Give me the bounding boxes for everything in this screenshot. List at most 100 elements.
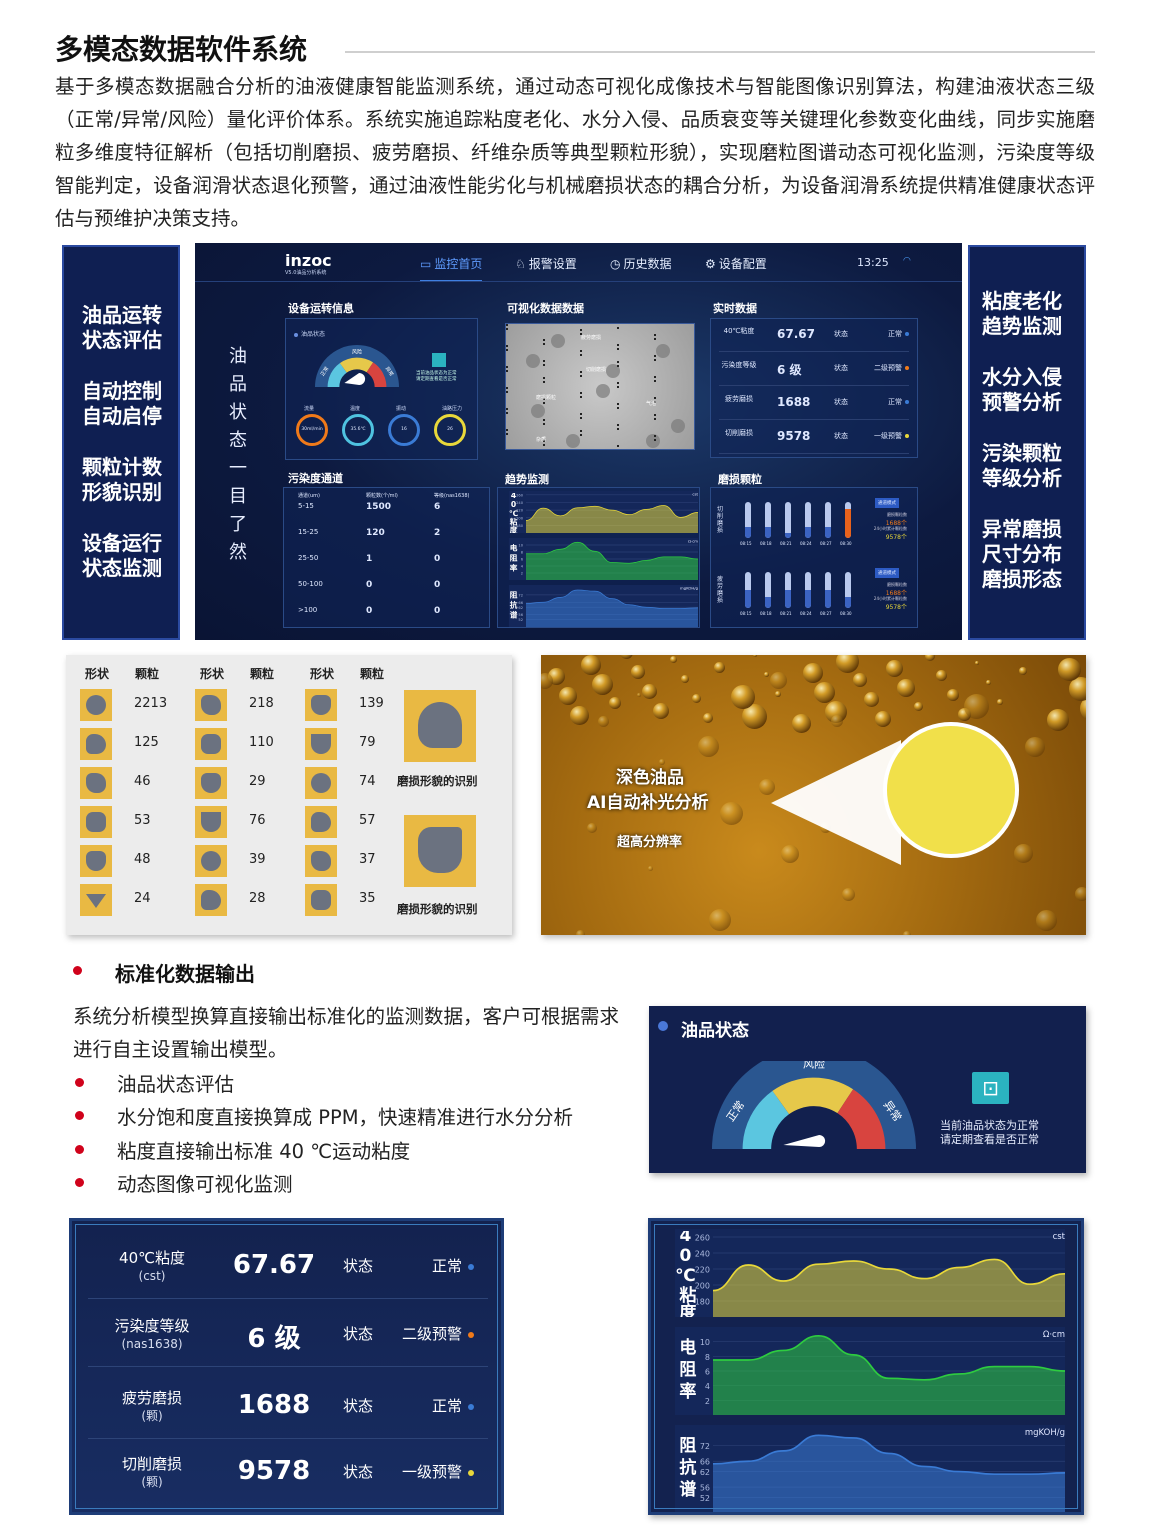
nav-tab-0[interactable]: ▭ 监控首页 xyxy=(420,255,483,282)
panel-title: 趋势监测 xyxy=(505,473,549,486)
time-tick: 08:24 xyxy=(800,611,812,616)
bubble xyxy=(903,931,911,935)
particle-count: 79 xyxy=(359,735,376,750)
trend-panel-small: 260 240 220 200 180 cst 40℃粘度 10 8 6 4 2 Ω·cm 电阻率 72 66… xyxy=(497,487,700,628)
wear-group-label: 切削磨损 xyxy=(717,506,724,534)
speck xyxy=(506,387,508,389)
trend-monitor-panel-large: 260 240 220 200 180 cst 40℃粘度 10 8 6 4 2 Ω·cm 电阻率 72 66… xyxy=(648,1218,1084,1515)
speck xyxy=(654,418,656,420)
speck xyxy=(580,413,582,415)
bubble xyxy=(964,694,989,719)
unit-label: Ω·cm xyxy=(1043,1330,1065,1340)
wear-bar-fill xyxy=(745,527,751,538)
oil-status-message: 当前油品状态为正常 请定期查看是否正常 xyxy=(416,371,457,382)
bubble xyxy=(792,714,811,733)
y-tick-label: 62 xyxy=(700,1468,710,1477)
bubble xyxy=(781,845,799,863)
status-text: 一级预警 xyxy=(401,1463,462,1481)
microscope-image: 疲劳磨损 切削磨损 磨损颗粒 气泡 杂质 xyxy=(505,323,695,450)
feature-item: 自动控制 自动启停 xyxy=(82,379,162,428)
y-tick-label: 240 xyxy=(516,501,524,505)
table-cell: 0 xyxy=(366,580,373,590)
time-tick: 08:15 xyxy=(740,611,752,616)
bubble xyxy=(731,685,755,709)
nav-tab-3[interactable]: ⚙ 设备配置 xyxy=(705,255,767,272)
status-text: 正常 xyxy=(431,1397,462,1415)
speck xyxy=(543,423,545,425)
particle-count: 24 xyxy=(134,891,151,906)
bubble xyxy=(814,682,835,703)
area-fill xyxy=(713,1335,1065,1415)
state-label: 状态 xyxy=(834,330,848,338)
bubble xyxy=(759,779,775,795)
logo-subtitle: V5.0油品分析系统 xyxy=(285,270,327,276)
particle-blob xyxy=(86,894,106,908)
metric-label: 污染度等级 (nas1638) xyxy=(88,1317,216,1353)
chart-title: 电阻率 xyxy=(509,544,519,574)
y-tick-label: 72 xyxy=(700,1442,710,1451)
speck xyxy=(506,370,508,372)
alarm-icon: ♘ xyxy=(515,257,526,271)
speck xyxy=(506,349,508,351)
wear-bar xyxy=(805,572,811,608)
wear-bar-fill xyxy=(825,590,831,608)
speck xyxy=(506,345,508,347)
status-dot-icon xyxy=(294,332,298,337)
realtime-row: 污染度等级 6 级 状态 二级预警 xyxy=(719,353,909,386)
column-header: 颗粒数(个/ml) xyxy=(366,493,398,499)
bubble xyxy=(1036,910,1057,931)
status-value: 二级预警 xyxy=(874,363,909,373)
channel-mode-button[interactable]: 通道模式 xyxy=(875,498,899,508)
particle-count: 110 xyxy=(249,735,274,750)
speck xyxy=(654,401,656,403)
image-annotation: 切削磨损 xyxy=(586,367,607,373)
col-header-shape: 形状 xyxy=(85,667,110,681)
chart-title-box: 电阻率 xyxy=(509,544,519,574)
speck xyxy=(506,412,508,414)
time-tick: 08:15 xyxy=(740,541,752,546)
metric-value: 9578 xyxy=(237,1456,311,1486)
metric-label: 40℃粘度 (cst) xyxy=(88,1249,216,1285)
col-header-count: 颗粒 xyxy=(360,667,385,681)
gauge-segment xyxy=(366,362,387,387)
speck xyxy=(617,382,619,384)
image-annotation: 杂质 xyxy=(536,437,547,443)
speck xyxy=(580,375,582,377)
wear-bar xyxy=(765,502,771,538)
wear-count: 1688个 xyxy=(885,520,907,527)
wifi-icon: ◠ xyxy=(903,256,911,266)
y-tick-label: 56 xyxy=(518,613,523,617)
gauge-needle xyxy=(783,1135,826,1147)
unit-label: cst xyxy=(1053,1232,1066,1242)
bubble xyxy=(1014,844,1033,863)
table-cell: 0 xyxy=(434,580,441,590)
particle-shape-icon xyxy=(80,728,112,760)
nav-tab-2[interactable]: ◷ 历史数据 xyxy=(610,255,672,272)
equipment-info-panel: 油品状态 正常 风险 异常 当前油品状态为正常 请定期查看是否正常 流量 30ml/m… xyxy=(285,318,478,460)
col-header-shape: 形状 xyxy=(200,667,225,681)
nav-tab-1[interactable]: ♘ 报警设置 xyxy=(515,255,577,272)
particle-blob xyxy=(311,851,331,871)
metric-label: 疲劳磨损 (颗) xyxy=(88,1389,216,1425)
column-header: 通道(um) xyxy=(298,493,320,499)
area-fill xyxy=(713,1259,1065,1317)
clock: 13:25 xyxy=(857,256,889,269)
speck xyxy=(543,440,545,442)
table-cell: 15-25 xyxy=(298,528,319,536)
speck xyxy=(580,430,582,432)
particle-count: 46 xyxy=(134,774,151,789)
status-dot-icon xyxy=(905,366,909,370)
channel-mode-button[interactable]: 通道模式 xyxy=(875,568,899,578)
table-cell: 6 xyxy=(434,502,441,512)
feature-item: 水分入侵 预警分析 xyxy=(982,365,1062,414)
y-tick-label: 10 xyxy=(700,1338,710,1347)
bubble xyxy=(958,708,971,721)
bubble xyxy=(864,692,879,707)
bullet-icon xyxy=(75,1111,84,1121)
feature-list-right: 粘度老化 趋势监测 水分入侵 预警分析 污染颗粒 等级分析 异常磨损 尺寸分布 磨损形… xyxy=(968,245,1086,640)
speck xyxy=(543,364,545,366)
time-tick: 08:18 xyxy=(760,541,772,546)
bullet-icon xyxy=(75,1177,84,1187)
metric-unit: (颗) xyxy=(141,1409,163,1423)
